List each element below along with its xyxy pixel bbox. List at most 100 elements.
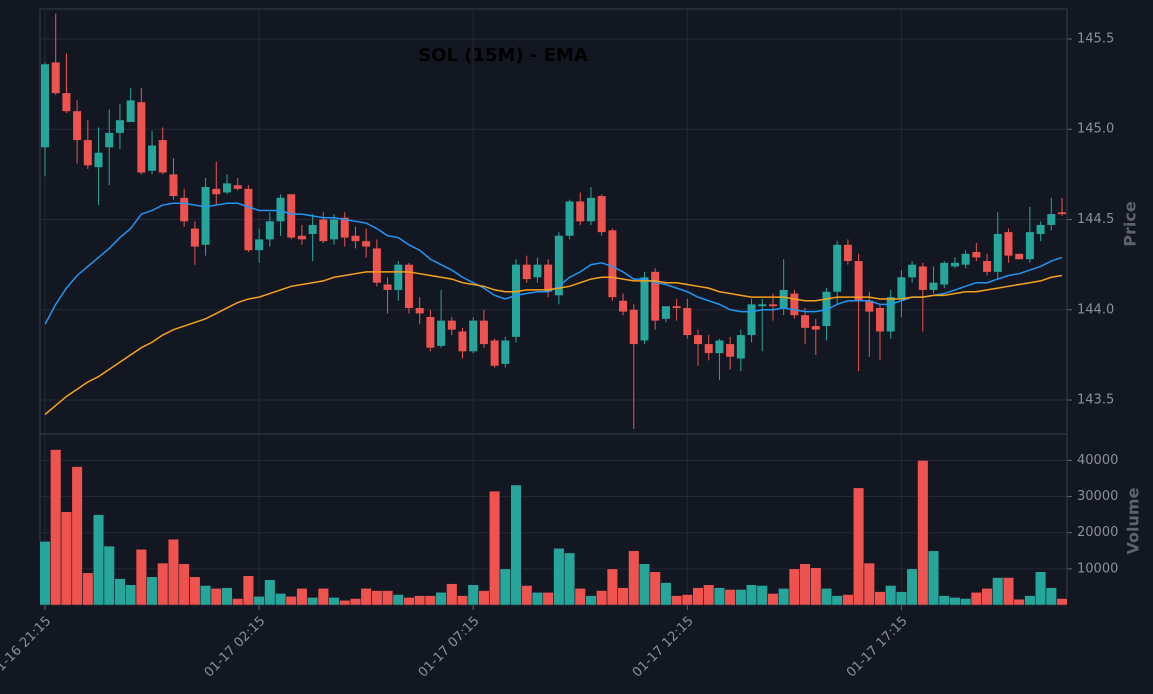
volume-bar	[585, 595, 597, 606]
candle-body	[565, 201, 574, 236]
candle-body	[640, 277, 649, 341]
volume-bar	[992, 577, 1004, 606]
chart-title: SOL (15M) - EMA	[418, 45, 588, 66]
volume-bar	[392, 594, 404, 606]
volume-bar	[692, 587, 704, 606]
candle-body	[608, 230, 617, 298]
candle-body	[490, 340, 499, 366]
volume-bar	[456, 595, 469, 606]
candle-body	[394, 264, 403, 290]
volume-bar	[274, 593, 287, 606]
candle-body	[747, 304, 756, 336]
candle-body	[244, 188, 253, 251]
volume-bar	[660, 582, 672, 606]
x-tick-label: 01-17 17:15	[844, 614, 911, 681]
y-tick-label: 144.5	[1077, 212, 1114, 227]
y-tick-label: 145.0	[1077, 122, 1114, 137]
volume-bar	[157, 562, 169, 606]
volume-bar	[596, 590, 608, 606]
y-tick-label: 144.0	[1077, 302, 1114, 317]
x-tick-label: 01-17 02:15	[202, 614, 269, 681]
candle-body	[918, 266, 927, 290]
candle-body	[886, 297, 895, 332]
volume-bar	[917, 460, 929, 606]
candle-body	[137, 102, 146, 173]
volume-bar	[521, 585, 533, 606]
candle-body	[297, 235, 306, 240]
volume-bar	[831, 595, 843, 606]
candle-body	[479, 320, 488, 345]
volume-bar	[574, 588, 586, 606]
candle-body	[522, 264, 531, 280]
candle-body	[94, 152, 103, 168]
candle-body	[469, 320, 478, 352]
volume-bar	[853, 487, 865, 606]
volume-bar	[446, 583, 458, 606]
candle-body	[287, 194, 296, 238]
candle-body	[908, 264, 917, 278]
volume-bar	[1013, 598, 1025, 606]
volume-bar	[103, 545, 115, 606]
candle-body	[180, 197, 189, 222]
candle-body	[73, 111, 82, 141]
volume-bar	[863, 562, 875, 606]
candle-body	[415, 307, 424, 314]
candle-body	[383, 284, 392, 290]
volume-bar	[767, 593, 779, 606]
volume-bar	[349, 598, 362, 606]
candle-body	[736, 335, 745, 359]
candle-body	[950, 262, 959, 267]
volume-bar	[617, 587, 629, 606]
candle-body	[972, 252, 981, 258]
candle-body	[148, 145, 157, 171]
candle-body	[651, 271, 660, 321]
candle-body	[554, 235, 563, 296]
candle-body	[533, 264, 542, 278]
candle-body	[319, 219, 328, 242]
volume-bar	[467, 584, 479, 606]
candle-body	[619, 300, 628, 312]
candle-body	[1015, 253, 1024, 260]
candle-body	[458, 331, 467, 352]
volume-bar	[489, 490, 501, 606]
volume-bar	[960, 598, 972, 606]
volume-bar	[681, 594, 693, 606]
candle-body	[929, 282, 938, 290]
candle-body	[1004, 232, 1013, 256]
candle-body	[843, 244, 852, 262]
volume-bar	[189, 576, 201, 606]
volume-bar	[895, 591, 907, 606]
volume-bar	[756, 585, 768, 606]
candle-body	[1036, 224, 1045, 234]
volume-axis-label: Volume	[1124, 487, 1143, 554]
volume-bar	[71, 466, 83, 606]
volume-bar	[810, 567, 822, 606]
candle-body	[768, 304, 777, 307]
volume-bar	[799, 563, 811, 606]
volume-bar	[970, 592, 982, 606]
candle-body	[811, 326, 820, 330]
candle-body	[983, 261, 992, 272]
volume-bar	[553, 547, 565, 606]
volume-bar	[360, 588, 372, 606]
candle-body	[276, 197, 285, 222]
candle-body	[683, 307, 692, 336]
candle-body	[201, 187, 210, 245]
y-axis-label: Price	[1121, 201, 1140, 247]
candle-body	[876, 307, 885, 332]
volume-bar	[531, 592, 543, 606]
candle-body	[1058, 212, 1066, 215]
volume-bar	[328, 597, 340, 606]
volume-bar	[232, 598, 244, 606]
volume-bar	[649, 571, 661, 606]
candle-body	[83, 140, 92, 166]
candle-body	[940, 262, 949, 285]
candle-body	[501, 340, 510, 364]
candle-body	[993, 233, 1002, 272]
volume-bar	[285, 596, 297, 606]
volume-tick-label: 30000	[1077, 489, 1118, 504]
volume-bar	[564, 552, 576, 606]
candle-body	[854, 261, 863, 301]
volume-bar	[221, 587, 233, 606]
volume-bar	[778, 588, 790, 606]
